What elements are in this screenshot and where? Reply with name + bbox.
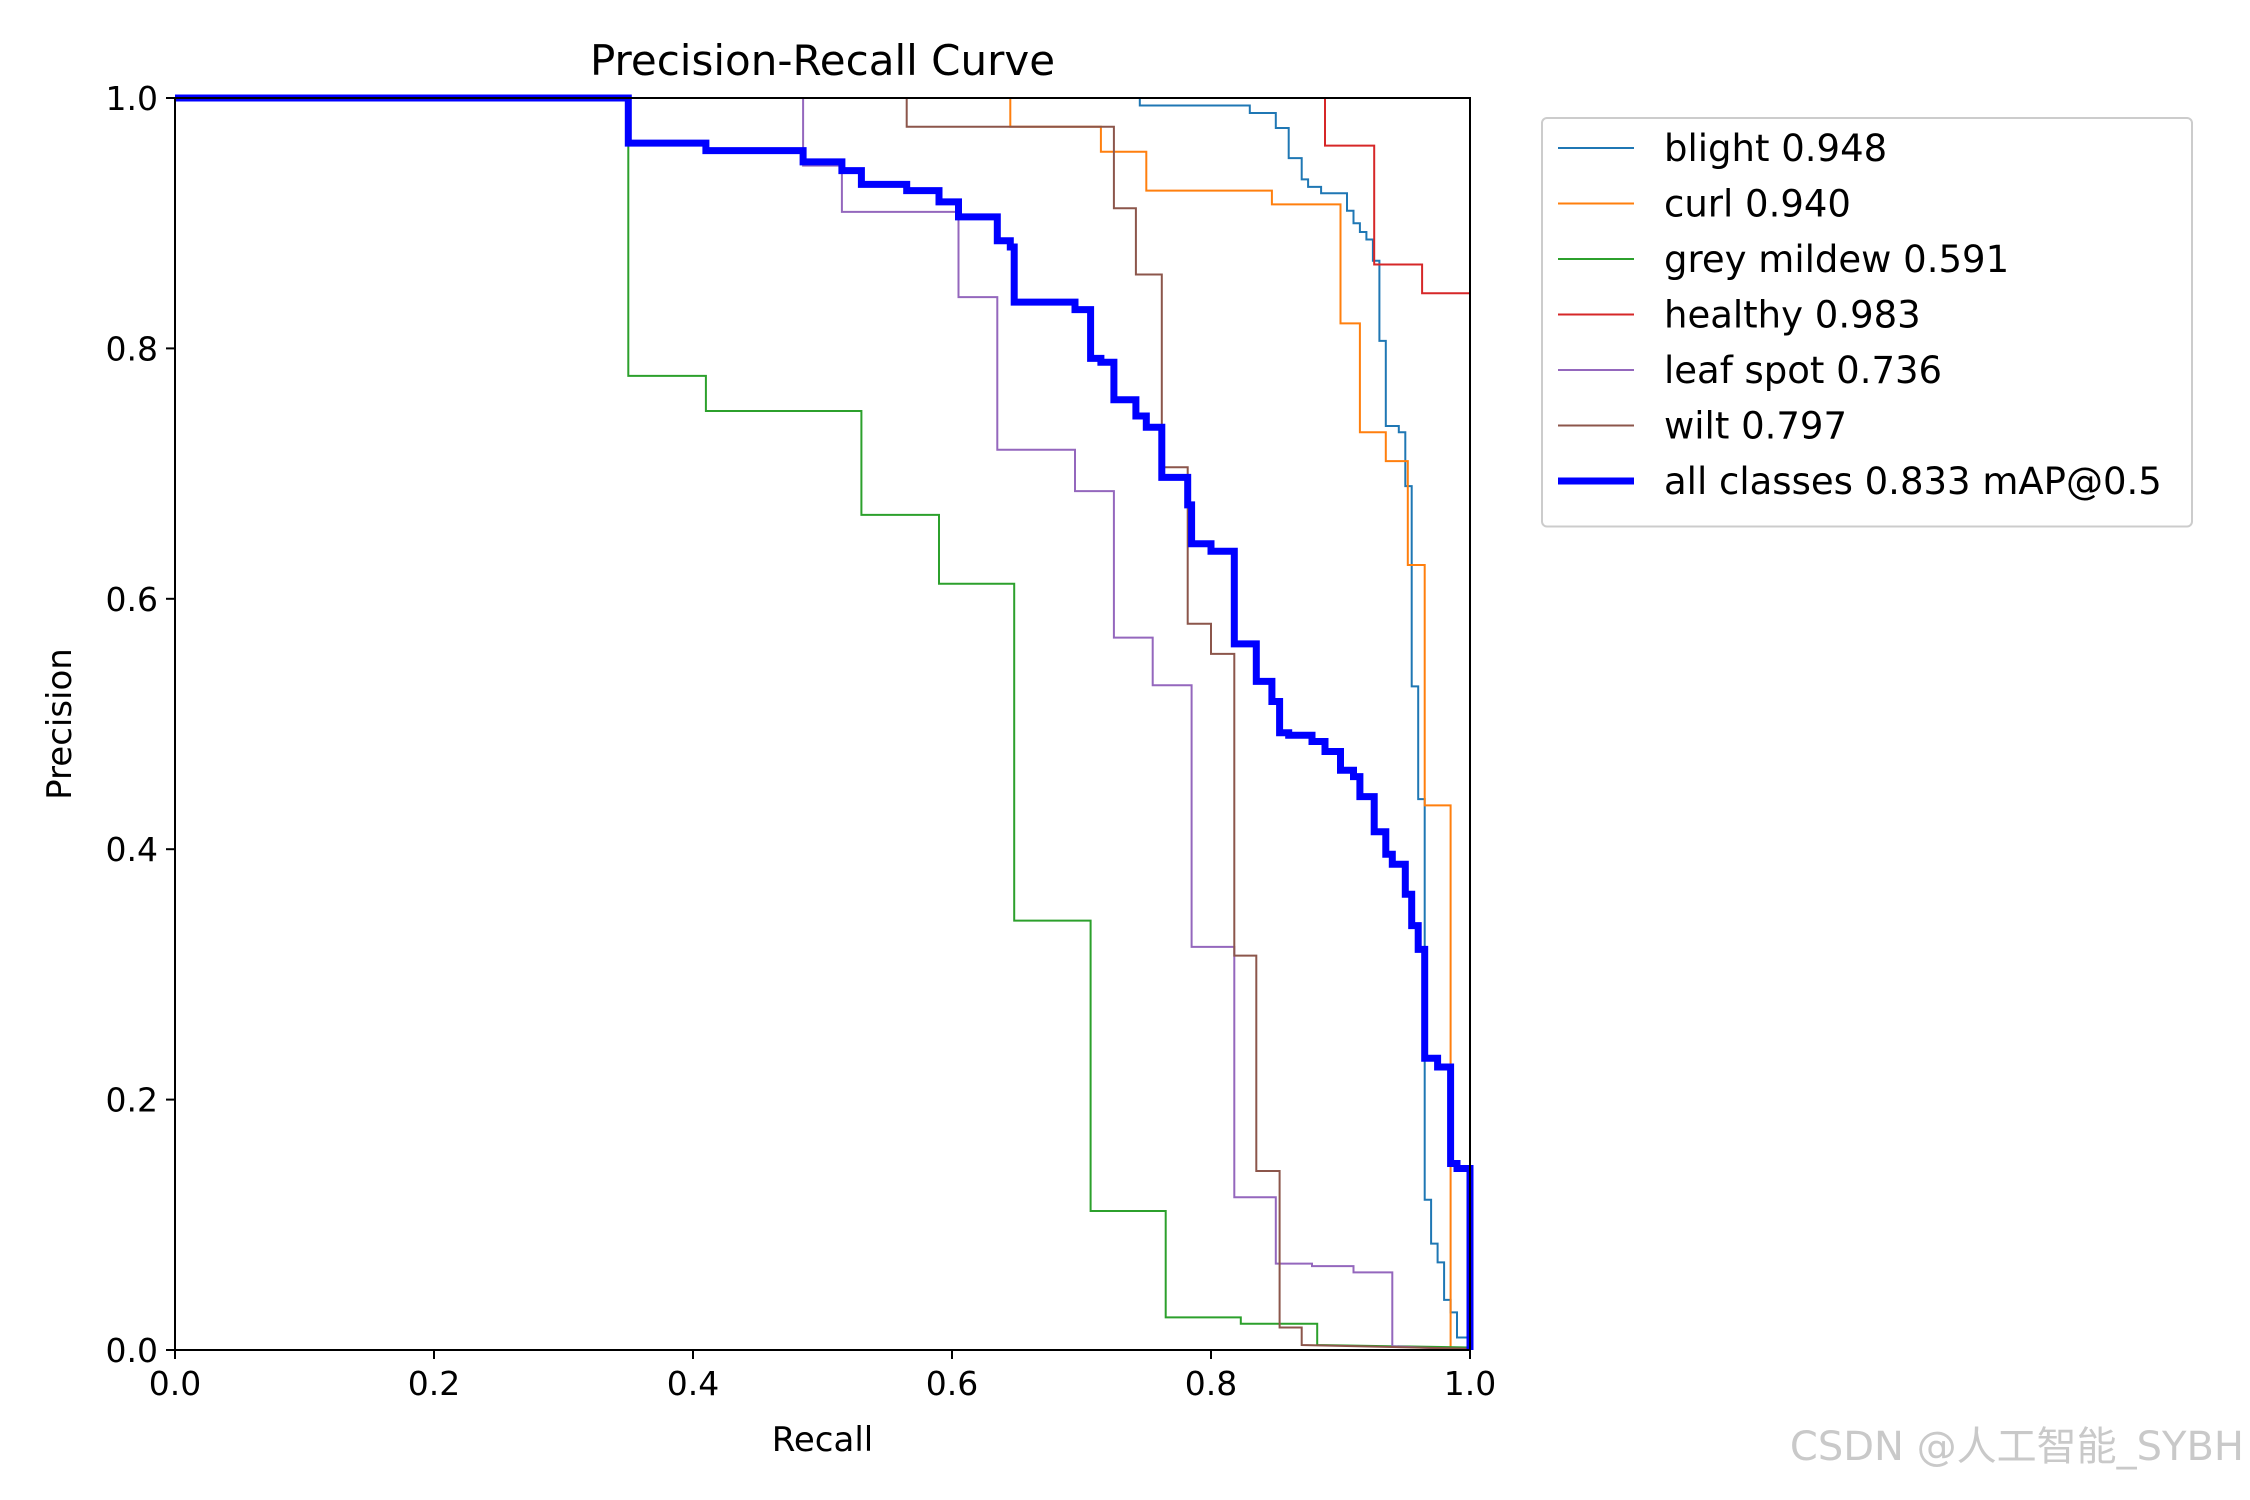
series-line-4 — [175, 97, 1471, 1351]
legend-entry-label: blight 0.948 — [1664, 127, 1887, 170]
x-tick-label: 0.2 — [408, 1364, 460, 1403]
legend: blight 0.948 curl 0.940 grey mildew 0.591 h… — [1541, 117, 2193, 528]
ticks-layer: 0.0 0.2 0.4 0.6 0.8 1.0 0.0 0.2 0.4 0.6 0.8 1.0 — [106, 79, 1497, 1403]
x-tick-label: 0.8 — [1185, 1364, 1237, 1403]
x-tick-label: 0.4 — [667, 1364, 719, 1403]
legend-entry-label: all classes 0.833 mAP@0.5 — [1664, 460, 2162, 503]
y-tick-label: 0.2 — [106, 1081, 158, 1120]
y-axis-label: Precision — [40, 648, 80, 800]
series-line-1 — [175, 97, 1470, 1351]
chart-title: Precision-Recall Curve — [590, 36, 1055, 85]
y-tick-label: 0.4 — [106, 830, 158, 869]
plot-frame — [174, 97, 1471, 1351]
legend-entry-label: healthy 0.983 — [1664, 294, 1921, 337]
legend-frame — [1541, 117, 2193, 528]
x-tick-label: 0.0 — [149, 1364, 201, 1403]
legend-entry-label: wilt 0.797 — [1664, 405, 1847, 448]
x-axis-label: Recall — [772, 1420, 873, 1460]
y-tick-label: 0.6 — [106, 580, 158, 619]
series-line-2 — [175, 97, 1471, 1350]
series-line-3 — [175, 97, 1471, 1350]
legend-entry-label: leaf spot 0.736 — [1664, 349, 1942, 392]
series-line-5 — [175, 97, 1471, 1350]
series-line-6 — [175, 94, 1474, 1350]
legend-entry-label: curl 0.940 — [1664, 183, 1851, 226]
series-line-0 — [175, 97, 1471, 1350]
watermark-text: CSDN @人工智能_SYBH — [1789, 1424, 2244, 1470]
x-tick-label: 0.6 — [926, 1364, 978, 1403]
legend-entry-label: grey mildew 0.591 — [1664, 238, 2009, 281]
series-layer — [175, 94, 1474, 1351]
y-tick-label: 1.0 — [106, 79, 158, 118]
y-tick-label: 0.8 — [106, 329, 158, 368]
y-tick-label: 0.0 — [106, 1331, 158, 1370]
x-tick-label: 1.0 — [1444, 1364, 1496, 1403]
